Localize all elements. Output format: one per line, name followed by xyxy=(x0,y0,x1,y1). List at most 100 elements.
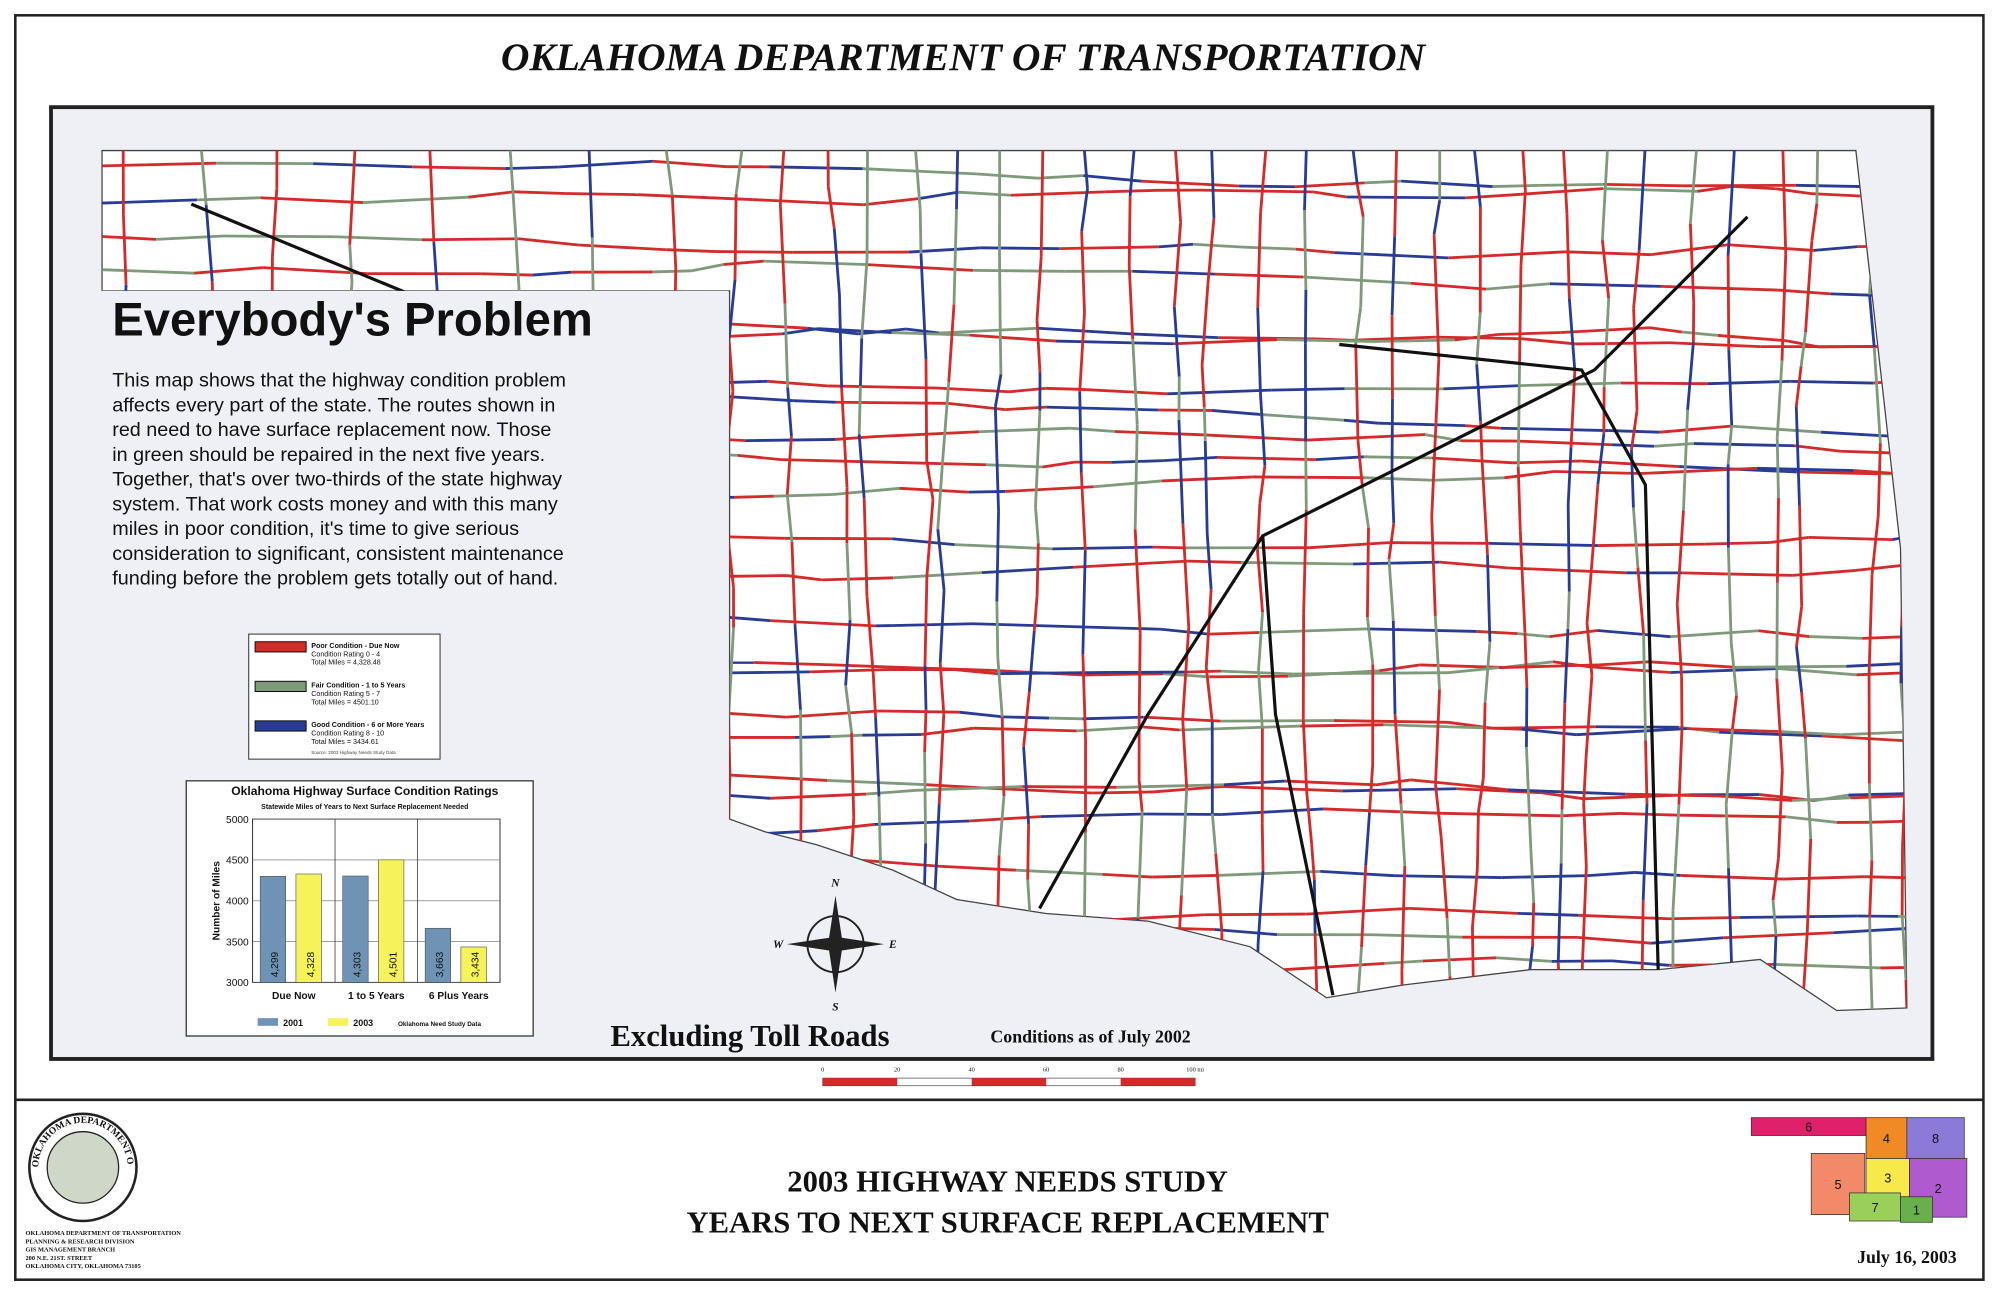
road xyxy=(821,576,894,582)
road xyxy=(725,670,810,675)
road xyxy=(923,575,929,666)
road xyxy=(724,773,828,782)
road xyxy=(1870,515,1880,575)
road xyxy=(1214,928,1278,937)
road xyxy=(1343,418,1379,425)
road xyxy=(1775,678,1784,771)
road xyxy=(121,214,128,285)
district xyxy=(1900,1196,1933,1223)
road xyxy=(891,331,970,337)
road xyxy=(1578,913,1670,921)
road xyxy=(1059,245,1159,250)
district-number: 7 xyxy=(1871,1200,1878,1215)
road xyxy=(1315,455,1364,462)
road xyxy=(857,385,862,435)
road xyxy=(1726,150,1736,256)
legend-text: Poor Condition - Due Now xyxy=(311,642,400,650)
road xyxy=(773,493,833,498)
road xyxy=(1840,728,1907,737)
road xyxy=(1726,425,1734,465)
road xyxy=(1221,807,1324,816)
road xyxy=(1668,916,1740,921)
road xyxy=(1080,188,1089,232)
bar xyxy=(295,873,322,983)
road xyxy=(1313,933,1319,999)
road xyxy=(1498,663,1599,670)
legend-text: Condition Rating 0 - 4 xyxy=(311,650,380,658)
road xyxy=(845,542,852,621)
legend-label: 2001 xyxy=(283,1018,303,1028)
road xyxy=(828,384,937,390)
road xyxy=(1553,470,1642,475)
road xyxy=(1730,424,1822,434)
road xyxy=(1868,818,1907,824)
bar-value-label: 4,299 xyxy=(270,951,281,977)
road xyxy=(1360,484,1370,528)
road xyxy=(1732,184,1776,191)
road xyxy=(1076,725,1144,733)
road xyxy=(1758,629,1810,638)
road xyxy=(1729,642,1738,696)
road xyxy=(1137,633,1142,719)
road xyxy=(1203,440,1209,534)
road xyxy=(1632,507,1640,568)
road xyxy=(1005,485,1094,493)
road xyxy=(1442,811,1561,818)
road xyxy=(1410,778,1464,787)
road xyxy=(1038,326,1134,336)
bar xyxy=(378,859,405,983)
road xyxy=(1305,791,1314,845)
road xyxy=(893,571,983,580)
road xyxy=(832,228,841,296)
scale-label: 80 xyxy=(1117,1067,1123,1074)
road xyxy=(1305,906,1410,916)
district-number: 1 xyxy=(1913,1203,1920,1218)
road xyxy=(1210,813,1218,854)
scale-segment xyxy=(971,1078,1047,1086)
road xyxy=(1477,777,1485,812)
road xyxy=(865,788,917,796)
road xyxy=(1391,620,1397,715)
road xyxy=(223,234,335,239)
road xyxy=(1769,536,1809,544)
road xyxy=(1566,505,1571,592)
road xyxy=(1399,803,1407,867)
road xyxy=(1625,792,1718,798)
road xyxy=(1804,240,1814,333)
road xyxy=(1898,914,1907,921)
road xyxy=(1137,779,1144,812)
scale-segment xyxy=(822,1078,898,1086)
road xyxy=(1516,439,1613,447)
road xyxy=(939,326,1039,335)
state-outline xyxy=(101,149,1908,1012)
road xyxy=(778,204,787,304)
road xyxy=(1739,914,1858,919)
road xyxy=(1180,788,1189,896)
road xyxy=(1136,811,1144,919)
road xyxy=(737,453,782,462)
road xyxy=(1682,571,1726,576)
road xyxy=(1597,542,1705,547)
x-tick-label: 6 Plus Years xyxy=(429,991,489,1002)
bar-value-label: 3,663 xyxy=(435,951,446,977)
road xyxy=(1214,853,1224,933)
road xyxy=(1300,723,1384,728)
road xyxy=(691,263,724,273)
bar-value-label: 4,303 xyxy=(353,951,364,977)
panel-heading: Everybody's Problem xyxy=(112,294,593,347)
road xyxy=(1475,312,1482,365)
road xyxy=(1565,250,1652,257)
road xyxy=(923,709,928,753)
road xyxy=(954,668,997,676)
road xyxy=(733,194,738,280)
legend-label: 2003 xyxy=(353,1018,373,1028)
legend-text: Condition Rating 8 - 10 xyxy=(311,730,384,738)
road xyxy=(1590,665,1671,674)
road xyxy=(1723,931,1834,940)
district-number: 4 xyxy=(1883,1131,1890,1146)
road xyxy=(1775,187,1812,196)
road xyxy=(1303,150,1308,211)
road xyxy=(1206,217,1216,285)
road xyxy=(1295,247,1335,255)
road xyxy=(1727,868,1733,965)
